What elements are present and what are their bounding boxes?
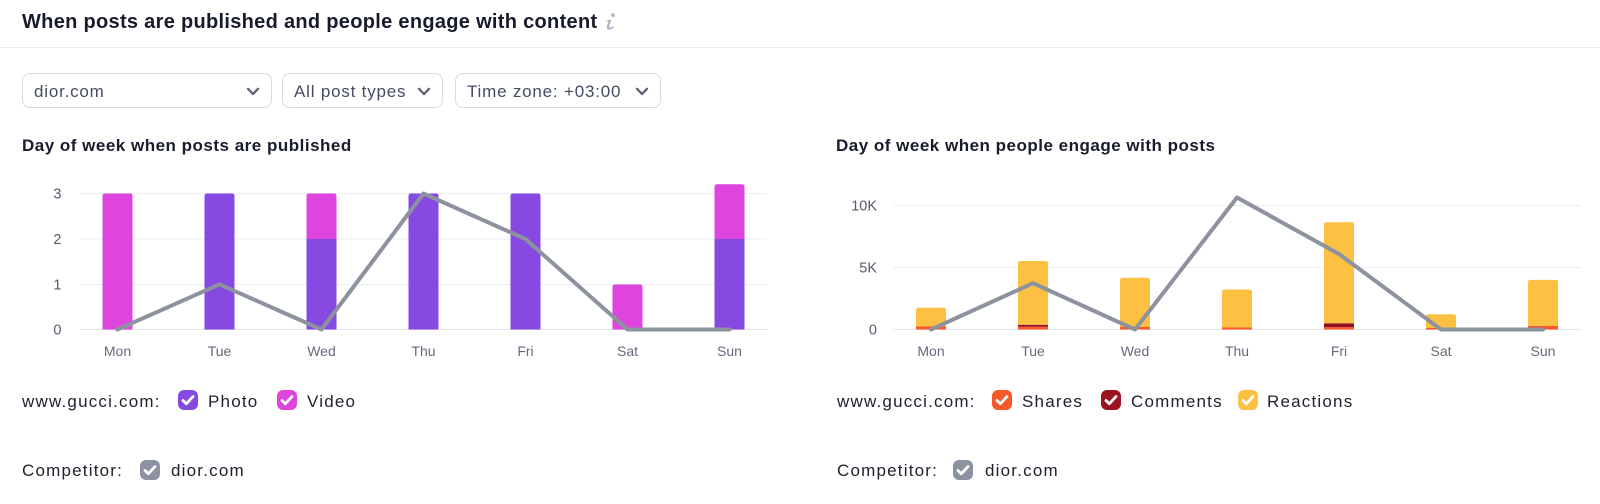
svg-text:0: 0 — [869, 323, 877, 339]
svg-text:3: 3 — [53, 187, 61, 203]
svg-text:Fri: Fri — [1331, 343, 1347, 359]
svg-text:Sat: Sat — [1430, 343, 1451, 359]
svg-text:Thu: Thu — [1225, 343, 1249, 359]
svg-text:Mon: Mon — [104, 343, 131, 359]
svg-text:2: 2 — [53, 232, 61, 248]
svg-text:Tue: Tue — [208, 343, 232, 359]
svg-text:0: 0 — [53, 323, 61, 339]
svg-text:Sat: Sat — [617, 343, 638, 359]
svg-text:1: 1 — [53, 278, 61, 294]
svg-text:Thu: Thu — [411, 343, 435, 359]
svg-text:Wed: Wed — [1121, 343, 1150, 359]
svg-text:Wed: Wed — [307, 343, 336, 359]
svg-text:Mon: Mon — [917, 343, 944, 359]
svg-text:Sun: Sun — [717, 343, 742, 359]
svg-text:5K: 5K — [859, 261, 877, 277]
svg-text:Sun: Sun — [1531, 343, 1556, 359]
svg-text:Tue: Tue — [1021, 343, 1045, 359]
svg-text:10K: 10K — [851, 199, 877, 215]
svg-text:Fri: Fri — [517, 343, 533, 359]
